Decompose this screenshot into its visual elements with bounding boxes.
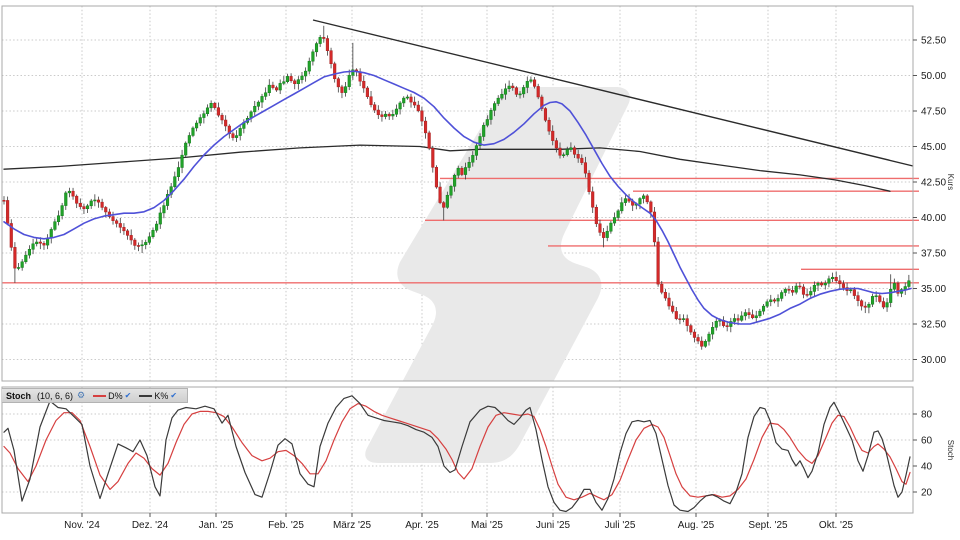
gear-icon[interactable]: ⚙ [77,390,86,400]
stoch-legend-params: (10, 6, 6) [37,390,74,401]
price-tick-label: 52.50 [921,36,946,47]
month-label: Aug. '25 [678,520,715,531]
k-percent-toggle[interactable]: K% ✔ [139,391,177,401]
stoch-d-line [3,403,911,501]
downtrend-line [312,19,914,167]
axes-layer: 52.50 50.00 47.50 45.00 42.50 40.00 37.50 35.00… [1,5,955,531]
month-label: Juli '25 [605,520,636,531]
price-axis-title: Kurs [946,174,955,190]
d-percent-label: D% [108,390,123,401]
stoch-tick-label: 80 [921,410,933,421]
month-label: Mai '25 [471,520,503,531]
watermark-layer [0,87,960,463]
month-label: Dez. '24 [132,520,169,531]
candlesticks [2,37,911,347]
k-percent-line-sample [139,394,153,397]
stoch-legend-title: Stoch [6,390,32,401]
d-percent-checkmark-icon: ✔ [124,390,132,400]
month-label: Apr. '25 [405,520,439,531]
month-label: März '25 [333,520,371,531]
price-tick-label: 40.00 [921,213,946,224]
month-label: Sept. '25 [748,520,788,531]
stoch-axis-title: Stoch [946,440,955,460]
month-label: Nov. '24 [64,520,100,531]
price-tick-label: 45.00 [921,142,946,153]
k-percent-checkmark-icon: ✔ [170,390,178,400]
month-label: Okt. '25 [819,520,854,531]
price-tick-label: 50.00 [921,71,946,82]
price-tick-label: 37.50 [921,249,946,260]
stoch-panel-border [1,386,914,514]
series-layer [2,19,919,513]
price-panel-border [1,5,914,382]
support-resistance-lines [2,177,919,284]
price-tick-label: 32.50 [921,320,946,331]
price-tick-label: 42.50 [921,178,946,189]
month-label: Feb. '25 [268,520,304,531]
price-tick-label: 35.00 [921,284,946,295]
stoch-legend-bar: Stoch (10, 6, 6) ⚙ D% ✔ K% ✔ [2,388,188,403]
stoch-tick-label: 60 [921,436,933,447]
stoch-tick-label: 20 [921,488,933,499]
ma200-line [3,144,891,192]
d-percent-toggle[interactable]: D% ✔ [93,391,131,401]
d-percent-line-sample [93,394,107,397]
ma50-line [3,70,912,325]
brand-watermark [365,87,630,463]
k-percent-label: K% [154,390,169,401]
month-label: Jan. '25 [199,520,234,531]
price-tick-label: 47.50 [921,107,946,118]
month-label: Juni '25 [536,520,571,531]
price-tick-label: 30.00 [921,355,946,366]
stoch-k-line [3,395,911,513]
stoch-tick-label: 40 [921,462,933,473]
